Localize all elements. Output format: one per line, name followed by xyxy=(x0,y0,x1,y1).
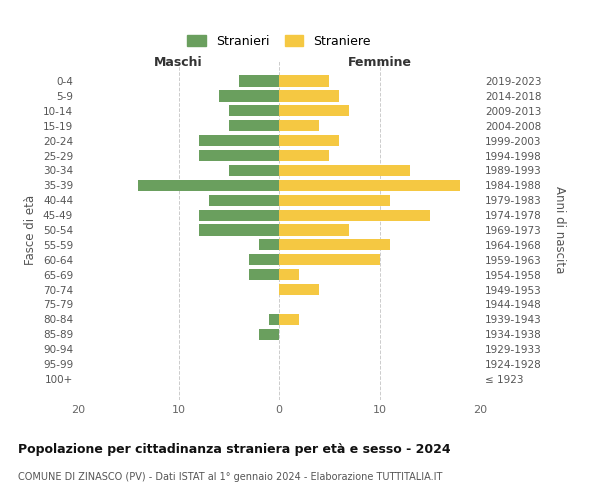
Bar xyxy=(199,135,279,146)
Bar xyxy=(279,254,380,266)
Bar xyxy=(279,76,329,86)
Bar xyxy=(209,194,279,206)
Bar xyxy=(279,165,410,176)
Bar xyxy=(279,240,389,250)
Bar xyxy=(279,314,299,325)
Bar xyxy=(239,76,279,86)
Bar xyxy=(279,210,430,220)
Y-axis label: Anni di nascita: Anni di nascita xyxy=(553,186,566,274)
Bar xyxy=(229,165,279,176)
Bar xyxy=(279,90,340,102)
Legend: Stranieri, Straniere: Stranieri, Straniere xyxy=(181,29,377,54)
Bar xyxy=(229,105,279,117)
Bar xyxy=(259,328,279,340)
Bar xyxy=(218,90,279,102)
Bar xyxy=(279,120,319,132)
Bar xyxy=(279,105,349,117)
Bar xyxy=(279,224,349,235)
Bar xyxy=(199,150,279,161)
Bar xyxy=(279,194,389,206)
Bar xyxy=(199,224,279,235)
Bar xyxy=(138,180,279,191)
Bar xyxy=(279,150,329,161)
Bar xyxy=(249,254,279,266)
Bar xyxy=(269,314,279,325)
Text: Femmine: Femmine xyxy=(347,56,412,69)
Bar xyxy=(249,269,279,280)
Y-axis label: Fasce di età: Fasce di età xyxy=(25,195,37,265)
Bar xyxy=(279,269,299,280)
Text: COMUNE DI ZINASCO (PV) - Dati ISTAT al 1° gennaio 2024 - Elaborazione TUTTITALIA: COMUNE DI ZINASCO (PV) - Dati ISTAT al 1… xyxy=(18,472,442,482)
Bar xyxy=(279,135,340,146)
Text: Popolazione per cittadinanza straniera per età e sesso - 2024: Popolazione per cittadinanza straniera p… xyxy=(18,442,451,456)
Bar xyxy=(259,240,279,250)
Bar xyxy=(229,120,279,132)
Bar xyxy=(279,180,460,191)
Bar xyxy=(199,210,279,220)
Text: Maschi: Maschi xyxy=(154,56,203,69)
Bar xyxy=(279,284,319,295)
